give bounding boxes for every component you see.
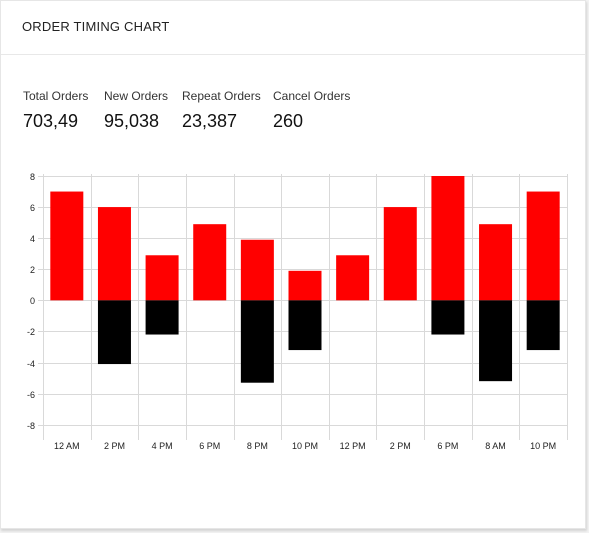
x-tick-label: 2 PM (104, 441, 125, 451)
y-tick-label: 4 (30, 234, 35, 244)
x-tick-label: 6 PM (437, 441, 458, 451)
stat-value: 260 (273, 111, 304, 131)
positive-bar (145, 255, 179, 301)
y-tick-label: 0 (30, 296, 35, 306)
negative-bar (526, 300, 560, 351)
stat-total-orders: Total Orders 703,49 (23, 89, 104, 132)
stat-label: Total Orders (23, 89, 89, 103)
positive-bar (383, 207, 417, 301)
positive-bar (479, 224, 513, 301)
stats-row: Total Orders 703,49 New Orders 95,038 Re… (23, 89, 363, 132)
stat-value: 95,038 (104, 111, 160, 131)
negative-bar (479, 300, 513, 382)
y-tick-label: -2 (27, 327, 35, 337)
x-tick-label: 10 PM (530, 441, 556, 451)
y-tick-label: 8 (30, 172, 35, 182)
stat-new-orders: New Orders 95,038 (104, 89, 182, 132)
negative-bar (431, 300, 465, 335)
stat-cancel-orders: Cancel Orders 260 (273, 89, 363, 132)
positive-bar (240, 239, 274, 301)
stat-value: 703,49 (23, 111, 79, 131)
positive-bar (97, 207, 131, 301)
y-tick-label: 2 (30, 265, 35, 275)
stat-value: 23,387 (182, 111, 238, 131)
positive-bar (336, 255, 370, 301)
y-tick-label: 6 (30, 203, 35, 213)
negative-bar (97, 300, 131, 365)
x-tick-label: 8 PM (247, 441, 268, 451)
y-tick-label: -8 (27, 421, 35, 431)
order-timing-chart: -8 -6 -4 -2 0 2 4 6 8 12 AM 2 PM 4 PM 6 PM 8 PM 10 PM 1… (27, 172, 568, 451)
y-tick-label: -6 (27, 390, 35, 400)
x-tick-label: 4 PM (152, 441, 173, 451)
stat-label: Cancel Orders (273, 89, 351, 103)
positive-bar (526, 191, 560, 301)
stat-label: New Orders (104, 89, 169, 103)
x-tick-label: 12 PM (340, 441, 366, 451)
positive-bar (288, 270, 322, 301)
positive-bar (50, 191, 84, 301)
stat-label: Repeat Orders (182, 89, 261, 103)
x-tick-label: 8 AM (485, 441, 506, 451)
x-tick-label: 10 PM (292, 441, 318, 451)
x-tick-label: 6 PM (199, 441, 220, 451)
negative-bar (240, 300, 274, 383)
negative-bar (145, 300, 179, 335)
card-header: ORDER TIMING CHART (1, 1, 585, 55)
x-tick-label: 2 PM (390, 441, 411, 451)
y-tick-label: -4 (27, 359, 35, 369)
positive-bar (193, 224, 227, 301)
x-tick-label: 12 AM (54, 441, 80, 451)
negative-bar (288, 300, 322, 351)
positive-bar (431, 176, 465, 301)
card-title: ORDER TIMING CHART (22, 19, 170, 34)
stat-repeat-orders: Repeat Orders 23,387 (182, 89, 273, 132)
